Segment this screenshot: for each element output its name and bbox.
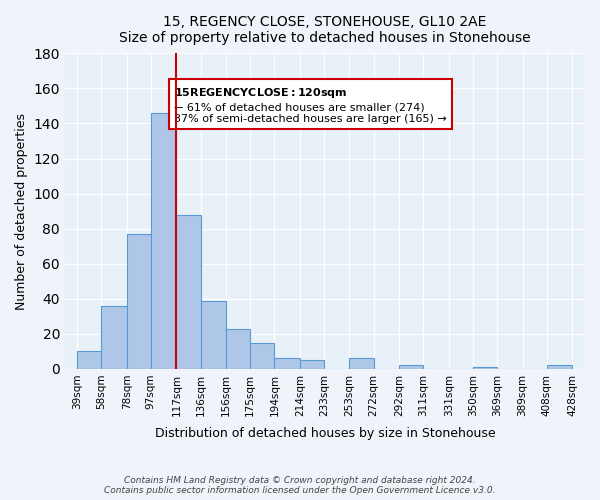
Bar bbox=[250, 342, 274, 369]
Bar bbox=[547, 366, 572, 369]
Bar bbox=[176, 214, 200, 369]
Bar bbox=[127, 234, 151, 369]
Bar bbox=[300, 360, 324, 369]
Bar bbox=[274, 358, 300, 369]
Bar bbox=[101, 306, 127, 369]
Title: 15, REGENCY CLOSE, STONEHOUSE, GL10 2AE
Size of property relative to detached ho: 15, REGENCY CLOSE, STONEHOUSE, GL10 2AE … bbox=[119, 15, 531, 45]
X-axis label: Distribution of detached houses by size in Stonehouse: Distribution of detached houses by size … bbox=[155, 427, 495, 440]
Bar bbox=[151, 113, 176, 369]
Bar bbox=[200, 300, 226, 369]
Bar bbox=[399, 366, 424, 369]
Bar bbox=[473, 367, 497, 369]
Text: Contains HM Land Registry data © Crown copyright and database right 2024.
Contai: Contains HM Land Registry data © Crown c… bbox=[104, 476, 496, 495]
Text: $\bf{15 REGENCY CLOSE:  120sqm}$
← 61% of detached houses are smaller (274)
37% : $\bf{15 REGENCY CLOSE: 120sqm}$ ← 61% of… bbox=[174, 86, 447, 124]
Y-axis label: Number of detached properties: Number of detached properties bbox=[15, 112, 28, 310]
Bar bbox=[226, 328, 250, 369]
Bar bbox=[349, 358, 374, 369]
Bar bbox=[77, 352, 101, 369]
